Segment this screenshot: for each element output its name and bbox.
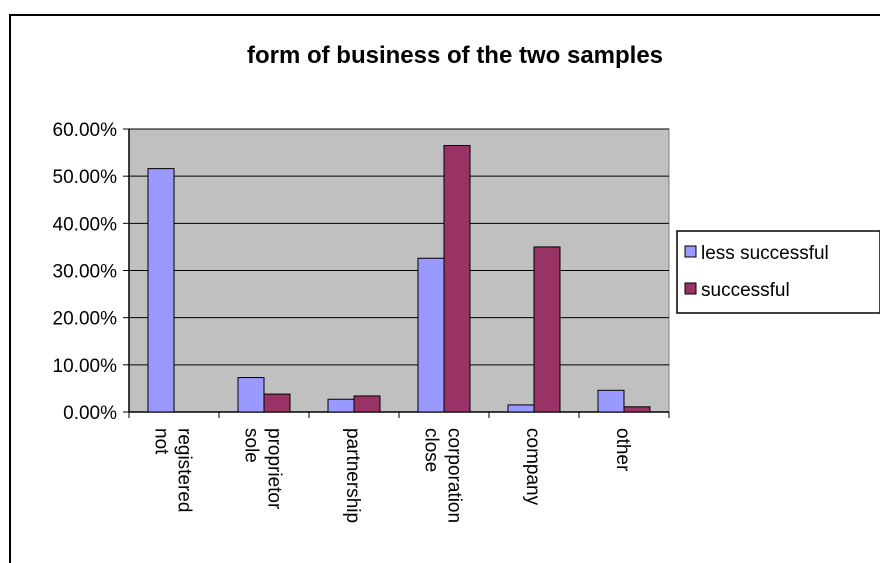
bar-less-successful — [237, 377, 265, 413]
y-tick-label: 60.00% — [53, 120, 118, 141]
bar-less-successful — [327, 398, 355, 413]
bar-successful — [353, 395, 381, 413]
y-tick-label: 0.00% — [63, 403, 117, 424]
x-category-label: company — [522, 428, 543, 506]
x-category-label: other — [612, 428, 633, 472]
plot-area: 0.00% 10.00% 20.00% 30.00% 40.00% 50.00% 60.00… — [53, 120, 670, 523]
legend: less successful successful — [676, 230, 880, 314]
y-tick-label: 50.00% — [53, 167, 118, 188]
bar-less-successful — [597, 389, 625, 413]
bar-less-successful — [417, 257, 445, 413]
bar-successful — [443, 145, 471, 413]
bar-less-successful — [507, 404, 535, 413]
x-category-label: close corporation — [421, 428, 465, 523]
x-category-label: partnership — [342, 428, 363, 523]
chart-frame — [9, 14, 880, 563]
bar-successful — [533, 246, 561, 413]
y-tick-label: 40.00% — [53, 214, 118, 235]
bar-successful — [263, 393, 291, 413]
y-tick-label: 30.00% — [53, 262, 118, 283]
legend-swatch — [684, 282, 697, 295]
x-category-label: sole proprietor — [241, 428, 285, 510]
y-tick-label: 10.00% — [53, 356, 118, 377]
x-category-label: not registered — [151, 428, 195, 513]
bar-less-successful — [147, 168, 175, 413]
legend-swatch — [684, 245, 697, 258]
chart-title: form of business of the two samples — [247, 42, 663, 69]
legend-box — [676, 230, 880, 314]
y-tick-label: 20.00% — [53, 309, 118, 330]
legend-label: less successful — [701, 243, 829, 264]
bar-successful — [623, 406, 651, 413]
legend-label: successful — [701, 280, 790, 301]
